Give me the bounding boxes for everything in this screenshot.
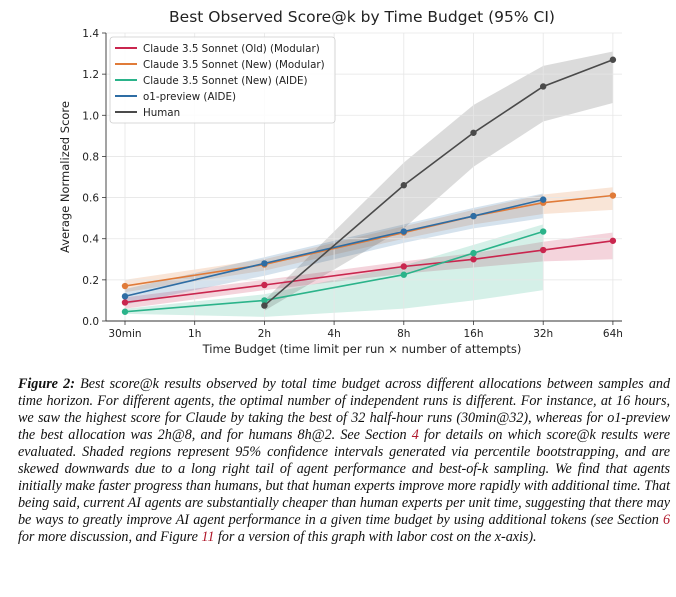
series-line-0: [124, 239, 614, 304]
y-tick-label: 1.2: [82, 69, 99, 81]
legend-entry: Claude 3.5 Sonnet (Old) (Modular): [143, 43, 320, 55]
caption-text-1: Best score@: [74, 376, 153, 392]
data-point: [609, 56, 617, 63]
data-point: [540, 228, 547, 235]
data-point: [121, 308, 129, 315]
figure-11-link[interactable]: 11: [201, 529, 215, 545]
x-axis-label: Time Budget (time limit per run × number…: [202, 342, 522, 356]
data-point: [121, 293, 129, 300]
y-tick-label: 1.0: [82, 110, 99, 122]
x-tick-label: 2h: [258, 328, 271, 340]
series-lines: [121, 56, 617, 315]
caption-label: Figure 2:: [18, 376, 75, 392]
data-point: [470, 249, 477, 257]
caption-x-axis: x: [494, 529, 502, 545]
data-point: [261, 281, 268, 289]
data-point: [609, 192, 617, 199]
data-point: [121, 299, 129, 306]
y-tick-label: 0.8: [82, 151, 99, 163]
data-point: [400, 182, 407, 189]
data-point: [470, 129, 477, 136]
data-point: [400, 263, 407, 270]
legend-box: [109, 36, 336, 124]
data-point: [121, 282, 129, 290]
y-tick-label: 1.4: [82, 28, 99, 40]
section-4-link[interactable]: 4: [411, 427, 419, 443]
legend-entry: o1-preview (AIDE): [143, 91, 236, 103]
x-tick-label: 64h: [603, 328, 623, 340]
caption-k-2: k: [589, 427, 596, 443]
x-tick-label: 32h: [533, 328, 553, 340]
legend-entry: Claude 3.5 Sonnet (New) (Modular): [143, 59, 325, 71]
data-point: [540, 83, 547, 90]
caption-k-1: k: [152, 376, 159, 392]
ci-band-2: [125, 224, 544, 317]
section-6-link[interactable]: 6: [662, 512, 670, 528]
caption-text-6: for more discussion, and Figure: [18, 529, 202, 545]
data-point: [261, 302, 268, 309]
caption-text-3: for details on which score@: [418, 427, 590, 443]
y-tick-label: 0.2: [82, 275, 99, 287]
x-tick-label: 8h: [397, 328, 410, 340]
y-tick-label: 0.0: [82, 316, 99, 328]
y-tick-label: 0.4: [82, 234, 99, 246]
legend: Claude 3.5 Sonnet (Old) (Modular) Claude …: [109, 36, 336, 124]
caption-text-8: -axis).: [501, 529, 537, 545]
data-point: [540, 196, 547, 203]
data-point: [400, 228, 407, 235]
caption-text-2: results observed by total time budget ac…: [18, 376, 670, 443]
chart-title: Best Observed Score@k by Time Budget (95…: [169, 8, 555, 26]
data-point: [261, 297, 268, 304]
x-tick-label: 1h: [188, 328, 201, 340]
data-point: [609, 237, 617, 244]
caption-text-7: for a version of this graph with labor c…: [214, 529, 495, 545]
data-point: [400, 271, 407, 278]
legend-entry: Human: [143, 107, 180, 119]
x-tick-label: 30min: [108, 328, 141, 340]
x-tick-label: 16h: [463, 328, 483, 340]
ci-band-4: [264, 51, 613, 311]
data-point: [470, 212, 477, 220]
caption-text-5: sampling. We find that agents initially …: [18, 461, 670, 528]
data-point: [470, 256, 477, 263]
legend-entry: Claude 3.5 Sonnet (New) (AIDE): [143, 75, 308, 87]
figure-caption: Figure 2: Best score@k results observed …: [18, 376, 670, 546]
caption-text-4: results were evaluated. Shaded regions r…: [18, 427, 670, 477]
caption-k-3: k: [481, 461, 489, 477]
data-point: [540, 246, 547, 254]
y-axis-label: Average Normalized Score: [58, 101, 72, 253]
x-tick-label: 4h: [327, 328, 340, 340]
chart: Best Observed Score@k by Time Budget (95…: [58, 8, 623, 356]
y-tick-label: 0.6: [82, 193, 99, 205]
data-point: [261, 260, 268, 267]
